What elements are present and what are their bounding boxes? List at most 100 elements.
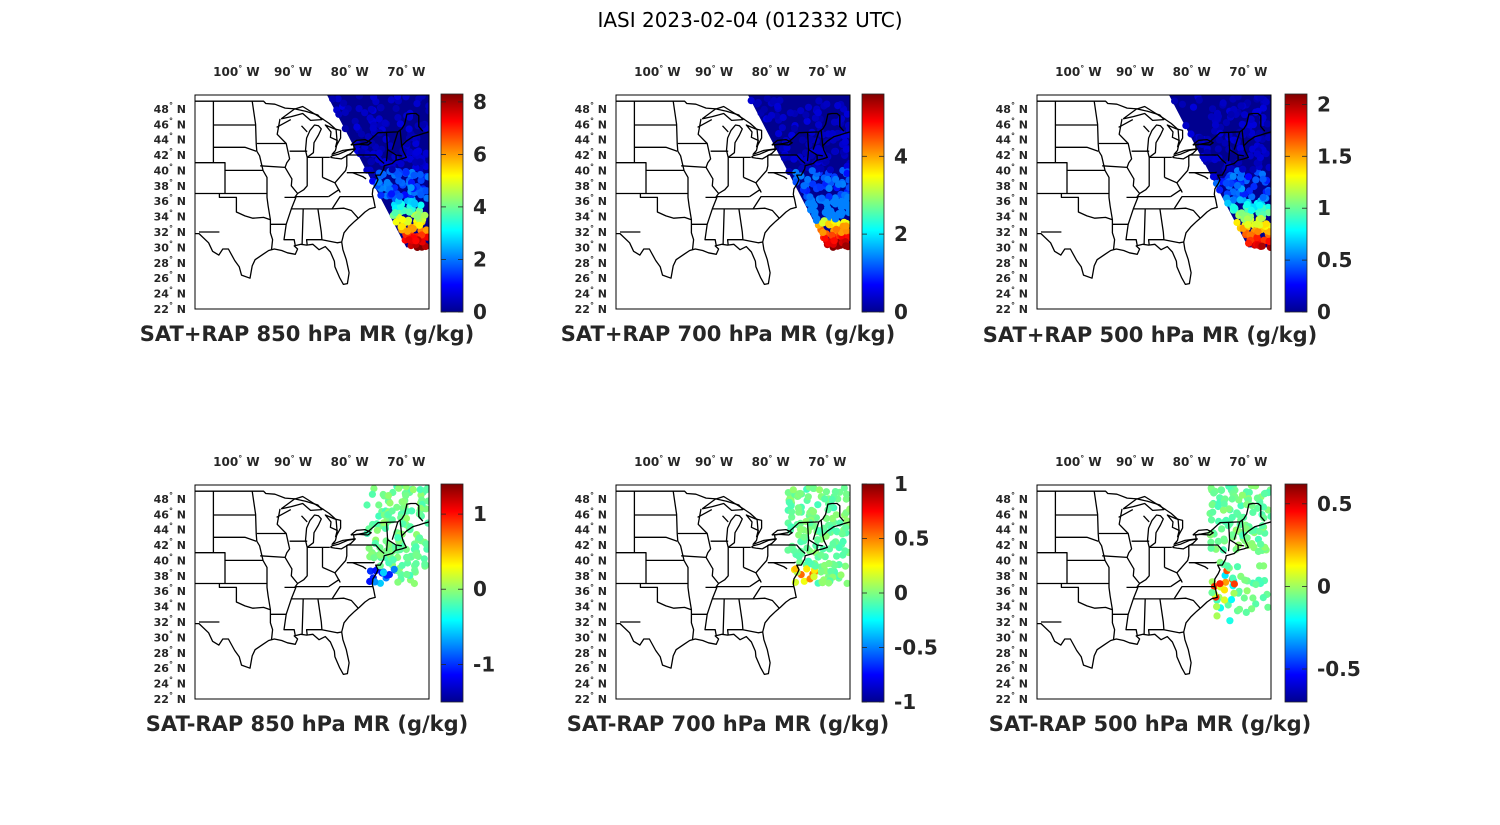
state-border (321, 629, 342, 634)
obs-point (340, 99, 348, 107)
obs-point (1259, 104, 1267, 112)
lat-tick-label: 38° N (575, 178, 607, 193)
lon-tick-label: 100° W (213, 64, 259, 79)
obs-point (403, 227, 412, 235)
panel-caption: SAT+RAP 500 hPa MR (g/kg) (983, 323, 1317, 347)
obs-point (422, 486, 429, 494)
lon-tick-label: 90° W (1116, 64, 1154, 79)
obs-point (1220, 586, 1229, 594)
obs-point (841, 562, 849, 570)
obs-point (1227, 110, 1235, 119)
obs-point (1243, 215, 1251, 223)
obs-point (376, 551, 384, 559)
lon-tick-label: 70° W (387, 64, 425, 79)
colorbar-tick-label: 0 (1317, 300, 1331, 324)
colorbar-tick-label: 8 (473, 90, 487, 114)
obs-point (814, 144, 822, 153)
obs-point (1260, 514, 1268, 522)
state-border (1163, 629, 1184, 634)
obs-point (810, 573, 818, 581)
state-border (1060, 193, 1116, 250)
obs-point (830, 237, 838, 245)
obs-point (365, 544, 373, 552)
obs-point (818, 194, 826, 202)
state-border (276, 509, 292, 518)
lat-tick-label: 48° N (575, 491, 607, 506)
obs-point (808, 167, 816, 175)
obs-point (796, 525, 805, 533)
great-lake (750, 538, 777, 550)
obs-point (376, 579, 384, 587)
state-border (346, 171, 375, 174)
obs-point (812, 216, 821, 224)
obs-point (811, 211, 819, 219)
obs-point (825, 193, 833, 201)
obs-point (835, 544, 843, 552)
lon-tick-label: 100° W (1055, 454, 1101, 469)
obs-point (396, 192, 404, 200)
obs-point (843, 110, 850, 118)
lat-tick-label: 28° N (575, 645, 607, 660)
obs-point (1228, 531, 1236, 539)
state-border (385, 131, 389, 162)
state-border (1055, 146, 1099, 152)
lat-tick-label: 32° N (996, 614, 1028, 629)
lon-tick-label: 80° W (331, 454, 369, 469)
lon-tick-label: 100° W (1055, 64, 1101, 79)
obs-point (1225, 505, 1233, 513)
great-lake (350, 138, 372, 146)
state-border (634, 146, 678, 152)
state-border (722, 598, 725, 635)
lon-tick-label: 80° W (752, 454, 790, 469)
lat-tick-label: 46° N (575, 116, 607, 131)
lat-tick-label: 46° N (154, 116, 186, 131)
panel-caption: SAT+RAP 850 hPa MR (g/kg) (140, 322, 474, 346)
obs-point (370, 485, 378, 493)
colorbar (440, 483, 464, 703)
lat-tick-label: 28° N (575, 255, 607, 270)
obs-point (386, 142, 394, 150)
obs-point (845, 206, 850, 214)
obs-point (379, 569, 388, 577)
obs-point (825, 220, 833, 228)
great-lake (324, 124, 342, 148)
state-border (1060, 583, 1116, 640)
obs-point (417, 201, 425, 209)
state-border (806, 521, 810, 552)
state-border (705, 557, 720, 588)
lat-tick-label: 34° N (154, 599, 186, 614)
obs-point (1222, 119, 1230, 127)
obs-point (1235, 605, 1244, 613)
lon-tick-label: 100° W (634, 64, 680, 79)
obs-point (1213, 603, 1221, 611)
state-border (1037, 552, 1105, 562)
lat-tick-label: 40° N (154, 552, 186, 567)
obs-point (409, 486, 417, 494)
obs-point (1247, 485, 1255, 490)
obs-point (424, 173, 429, 181)
lat-tick-label: 32° N (154, 224, 186, 239)
panel-caption: SAT+RAP 700 hPa MR (g/kg) (561, 322, 895, 346)
lon-tick-label: 70° W (808, 64, 846, 79)
obs-point (416, 486, 424, 494)
obs-point (1249, 594, 1257, 602)
state-border (752, 195, 794, 210)
obs-point (1214, 537, 1222, 545)
coastline (1037, 131, 1271, 286)
map-panel: 100° W 90° W 80° W 70° W 48° N46° N44° N42° … (567, 454, 938, 736)
obs-point (1262, 220, 1270, 228)
obs-point (1215, 136, 1224, 144)
obs-point (402, 492, 410, 500)
state-border (195, 552, 263, 562)
obs-point (1220, 596, 1229, 604)
obs-point (800, 577, 808, 585)
obs-point (1253, 159, 1261, 167)
obs-point (834, 118, 843, 126)
obs-point (803, 117, 811, 125)
obs-point (1248, 605, 1256, 613)
lat-tick-label: 32° N (575, 614, 607, 629)
obs-point (404, 218, 412, 226)
great-lake (1122, 108, 1165, 122)
obs-point (797, 107, 805, 115)
obs-point (839, 198, 847, 207)
